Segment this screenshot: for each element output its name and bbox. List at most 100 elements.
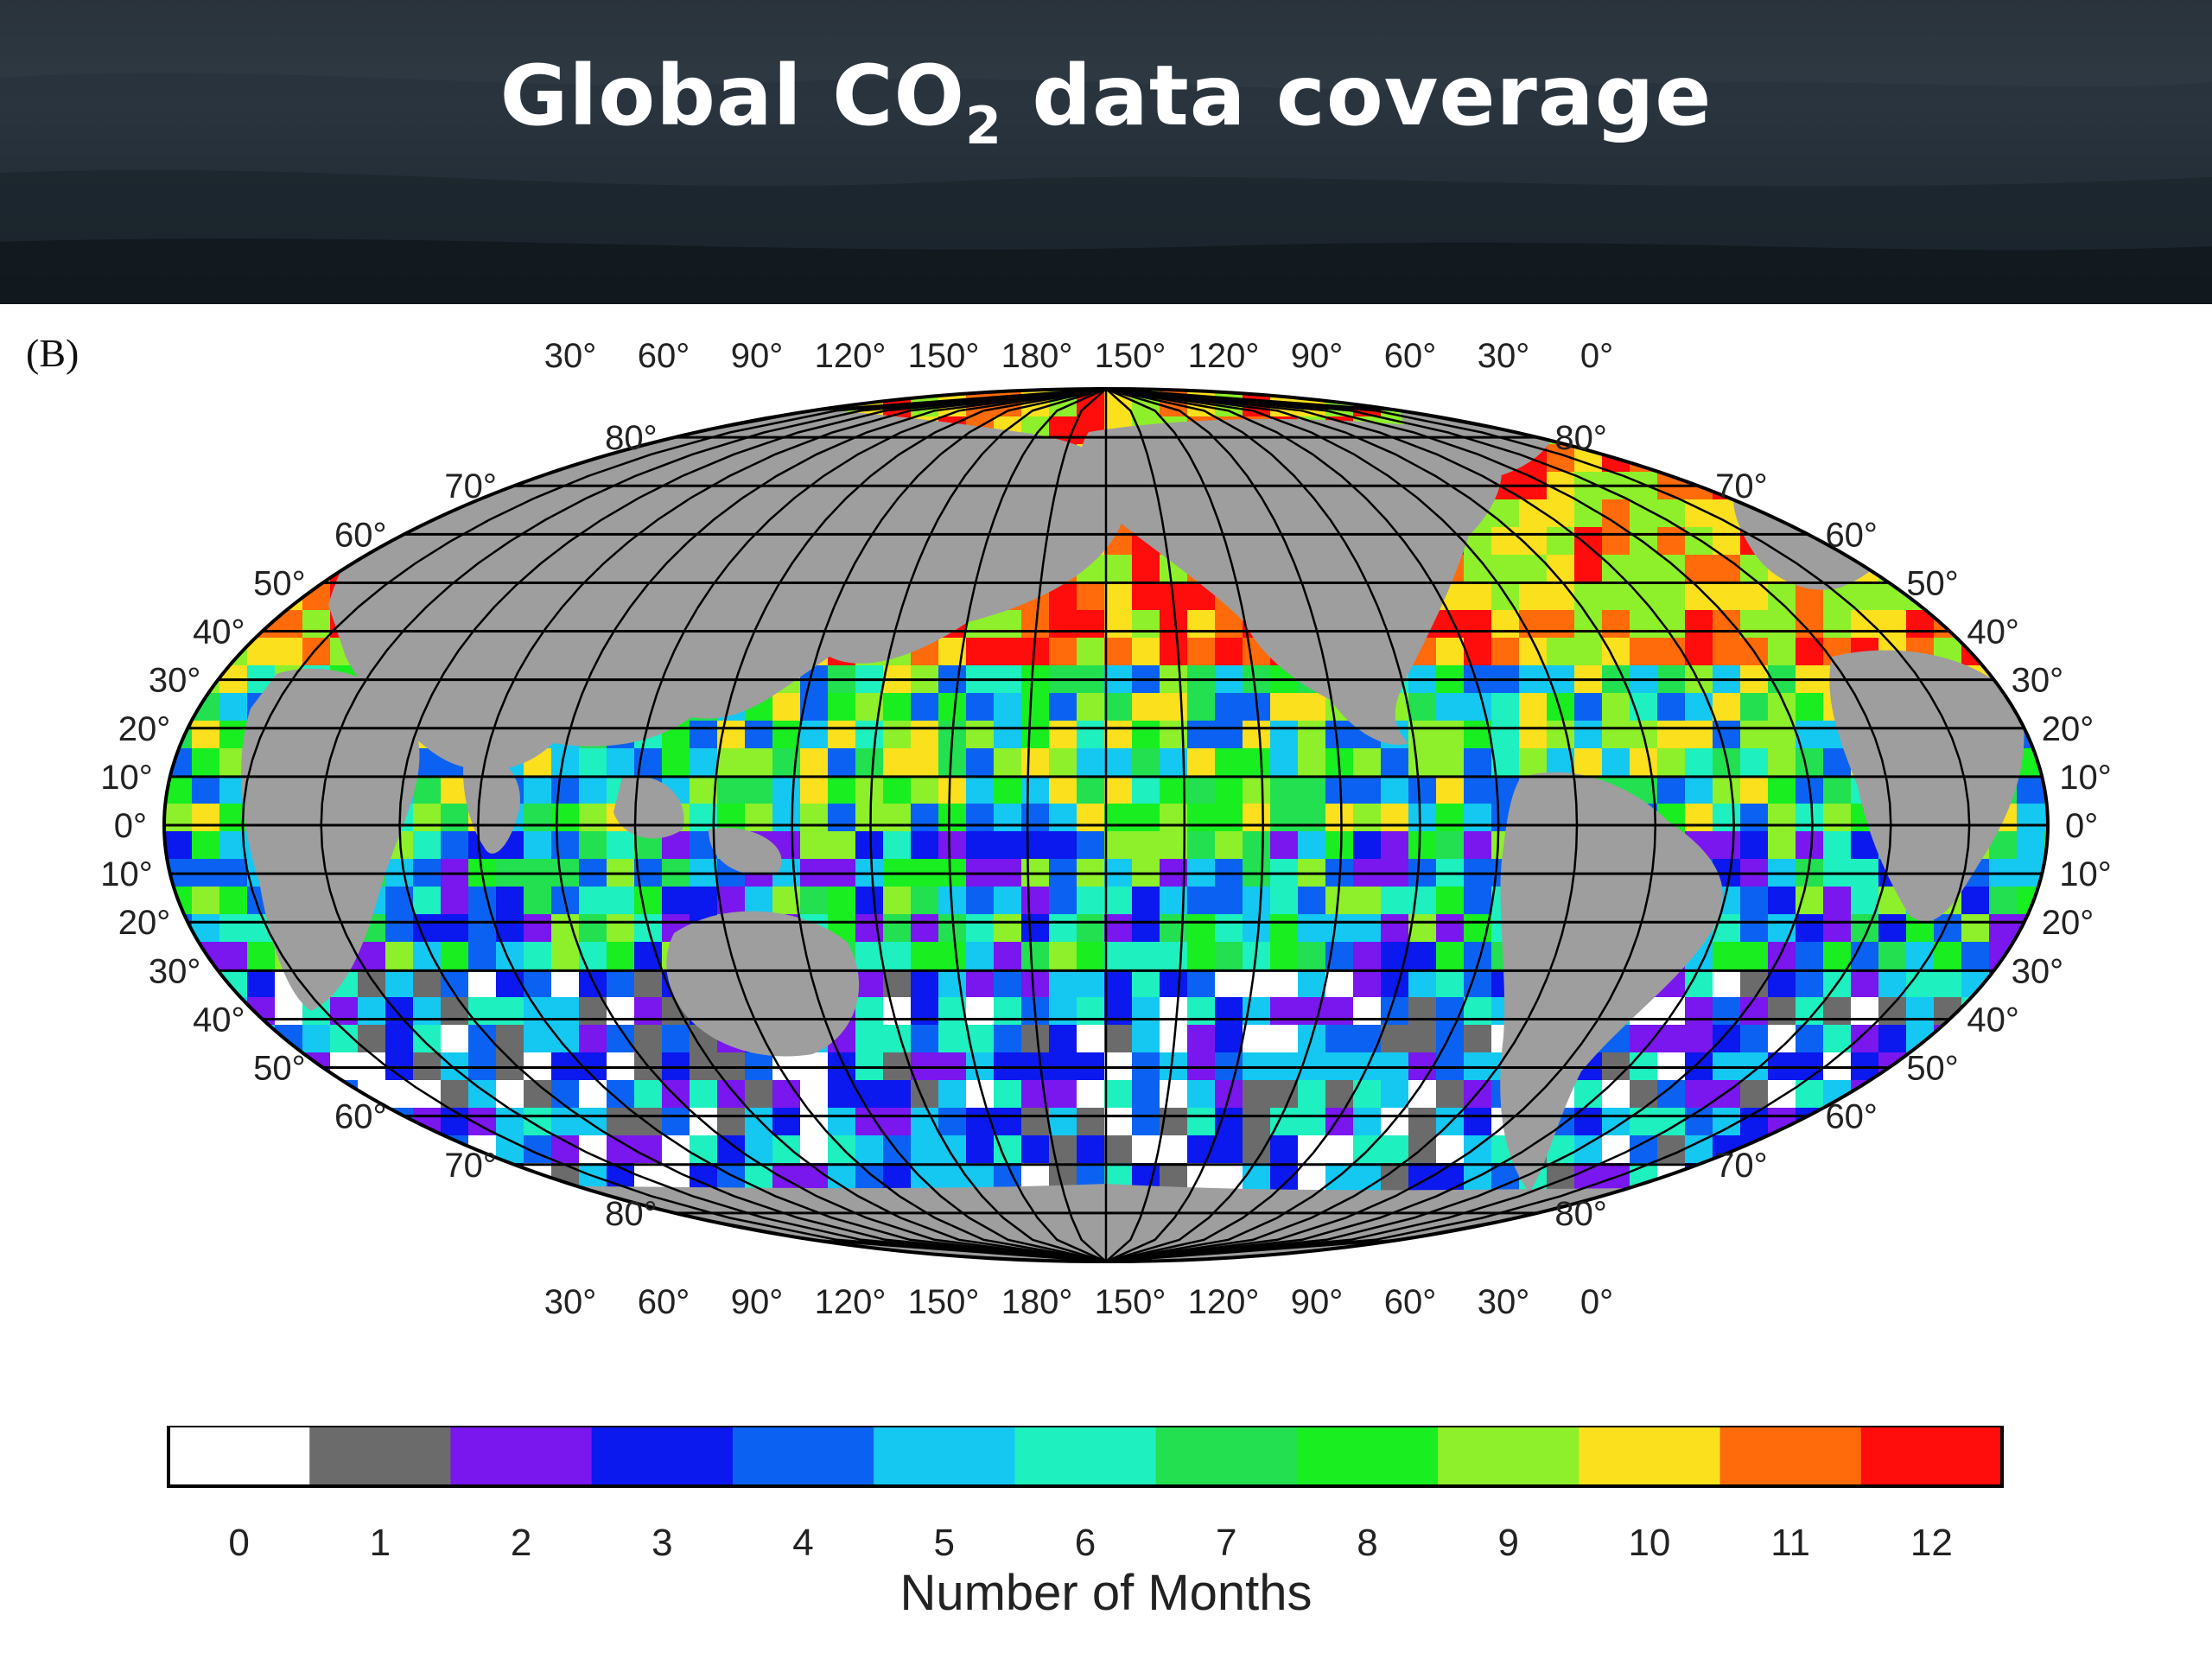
grid-cell — [524, 942, 551, 969]
grid-cell — [1077, 638, 1104, 665]
meridian-line — [1105, 389, 1971, 1262]
grid-cell — [1989, 389, 2017, 416]
grid-cell — [1630, 555, 1657, 582]
grid-cell — [745, 721, 772, 748]
grid-cell — [717, 1163, 745, 1191]
grid-cell — [1796, 1135, 1823, 1163]
grid-cell — [302, 472, 330, 499]
grid-cell — [607, 831, 634, 859]
grid-cell — [717, 1135, 745, 1163]
grid-cell — [302, 555, 330, 582]
grid-cell — [1353, 914, 1381, 942]
grid-cell — [1657, 444, 1685, 472]
grid-cell — [1243, 969, 1270, 997]
meridian-line — [869, 389, 1107, 1262]
meridian-line — [320, 389, 1107, 1262]
grid-cell — [275, 444, 302, 472]
grid-cell — [1381, 776, 1408, 804]
grid-cell — [662, 1108, 690, 1135]
grid-cell — [1630, 1218, 1657, 1246]
grid-cell — [772, 1246, 800, 1262]
grid-cell — [1160, 942, 1187, 969]
grid-cell — [413, 997, 441, 1025]
grid-cell — [2044, 1052, 2048, 1080]
grid-cell — [1685, 610, 1713, 638]
grid-cell — [1104, 1025, 1132, 1052]
grid-cell — [551, 416, 579, 444]
grid-cell — [1574, 693, 1602, 721]
grid-cell — [1132, 1052, 1160, 1080]
grid-cell — [1243, 721, 1270, 748]
panel-label: (B) — [26, 331, 79, 375]
grid-cell — [1630, 1108, 1657, 1135]
grid-cell — [1878, 1218, 1906, 1246]
grid-cell — [1187, 610, 1215, 638]
grid-cell — [1270, 804, 1298, 831]
grid-cell — [1796, 693, 1823, 721]
grid-cell — [1961, 1052, 1989, 1080]
grid-cell — [1878, 1025, 1906, 1052]
grid-cell — [1215, 914, 1243, 942]
grid-cell — [1906, 499, 1934, 527]
grid-cell — [1464, 831, 1491, 859]
grid-cell — [800, 1052, 828, 1080]
grid-cell — [1464, 804, 1491, 831]
grid-cell — [1574, 721, 1602, 748]
grid-cell — [1104, 1052, 1132, 1080]
grid-cell — [1491, 499, 1519, 527]
grid-cell — [496, 389, 524, 416]
grid-cell — [1657, 693, 1685, 721]
latitude-label-left: 50° — [253, 1050, 306, 1088]
grid-cell — [330, 1135, 358, 1163]
grid-cell — [855, 776, 883, 804]
grid-cell — [1408, 969, 1436, 997]
grid-cell — [1713, 1218, 1740, 1246]
grid-cell — [1602, 1246, 1630, 1262]
grid-cell — [1353, 1246, 1381, 1262]
grid-cell — [413, 1191, 441, 1218]
grid-cell — [1021, 804, 1049, 831]
grid-cell — [468, 887, 496, 914]
grid-cell — [1436, 721, 1464, 748]
grid-cell — [1491, 389, 1519, 416]
grid-cell — [330, 1218, 358, 1246]
grid-cell — [994, 914, 1021, 942]
grid-cell — [1270, 1025, 1298, 1052]
grid-cell — [2044, 444, 2048, 472]
grid-cell — [2044, 1163, 2048, 1191]
grid-cell — [1408, 997, 1436, 1025]
grid-cell — [1021, 1025, 1049, 1052]
grid-cell — [1325, 997, 1353, 1025]
grid-cell — [164, 1108, 192, 1135]
grid-cell — [938, 1025, 966, 1052]
grid-cell — [524, 1025, 551, 1052]
grid-cell — [551, 969, 579, 997]
grid-cell — [800, 804, 828, 831]
grid-cell — [745, 804, 772, 831]
colorbar-swatch — [309, 1426, 451, 1486]
grid-cell — [1021, 1108, 1049, 1135]
latitude-label-right: 30° — [2012, 952, 2064, 990]
grid-cell — [1132, 610, 1160, 638]
grid-cell — [1906, 472, 1934, 499]
grid-cell — [828, 887, 855, 914]
longitude-label-bottom: 30° — [1478, 1283, 1530, 1321]
grid-cell — [275, 527, 302, 555]
grid-cell — [1796, 1163, 1823, 1191]
grid-cell — [690, 776, 717, 804]
grid-cell — [1243, 914, 1270, 942]
grid-cell — [164, 527, 192, 555]
grid-cell — [1187, 831, 1215, 859]
grid-cell — [524, 389, 551, 416]
meridian-line — [1105, 389, 1500, 1262]
grid-cell — [1685, 997, 1713, 1025]
grid-cell — [1464, 776, 1491, 804]
grid-cell — [1574, 555, 1602, 582]
grid-cell — [219, 1080, 247, 1108]
grid-cell — [219, 444, 247, 472]
grid-cell — [2044, 1218, 2048, 1246]
grid-cell — [302, 1191, 330, 1218]
grid-cell — [855, 942, 883, 969]
grid-cell — [2044, 472, 2048, 499]
grid-cell — [192, 748, 219, 776]
